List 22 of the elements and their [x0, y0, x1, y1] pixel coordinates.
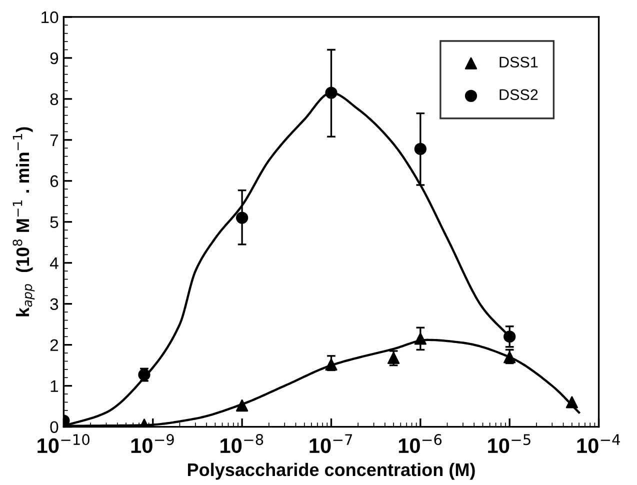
y-tick-label: 3 — [50, 298, 58, 310]
y-tick-label: 1 — [50, 380, 58, 392]
y-tick-label: 0 — [50, 421, 58, 434]
x-tick-label: 10$^{−6}$ — [398, 434, 442, 454]
legend-label: DSS1 — [500, 56, 538, 68]
x-tick-label: 10$^{−7}$ — [310, 434, 352, 454]
x-axis-title: Polysaccharide concentration (M) — [188, 462, 475, 480]
y-tick-label: 7 — [50, 134, 58, 146]
x-tick-label: 10$^{−10}$ — [38, 434, 90, 454]
x-tick-label: 10$^{−9}$ — [131, 434, 174, 454]
y-tick-label: 4 — [50, 257, 58, 269]
x-tick-label: 10$^{−5}$ — [488, 434, 530, 454]
text: k$_{app}$ (10$^{8}$ M$^{−1}$ . min$^{−1}$) — [12, 127, 35, 316]
y-tick-label: 10 — [42, 11, 58, 24]
x-tick-label: 10$^{−4}$ — [577, 434, 620, 454]
y-tick-label: 2 — [50, 339, 58, 351]
y-tick-label: 6 — [50, 175, 58, 188]
y-tick-label: 5 — [50, 216, 58, 228]
x-tick-label: 10$^{−8}$ — [220, 434, 264, 454]
y-tick-label: 8 — [50, 93, 58, 106]
y-tick-label: 9 — [50, 52, 58, 64]
legend-label: DSS2 — [500, 89, 538, 100]
